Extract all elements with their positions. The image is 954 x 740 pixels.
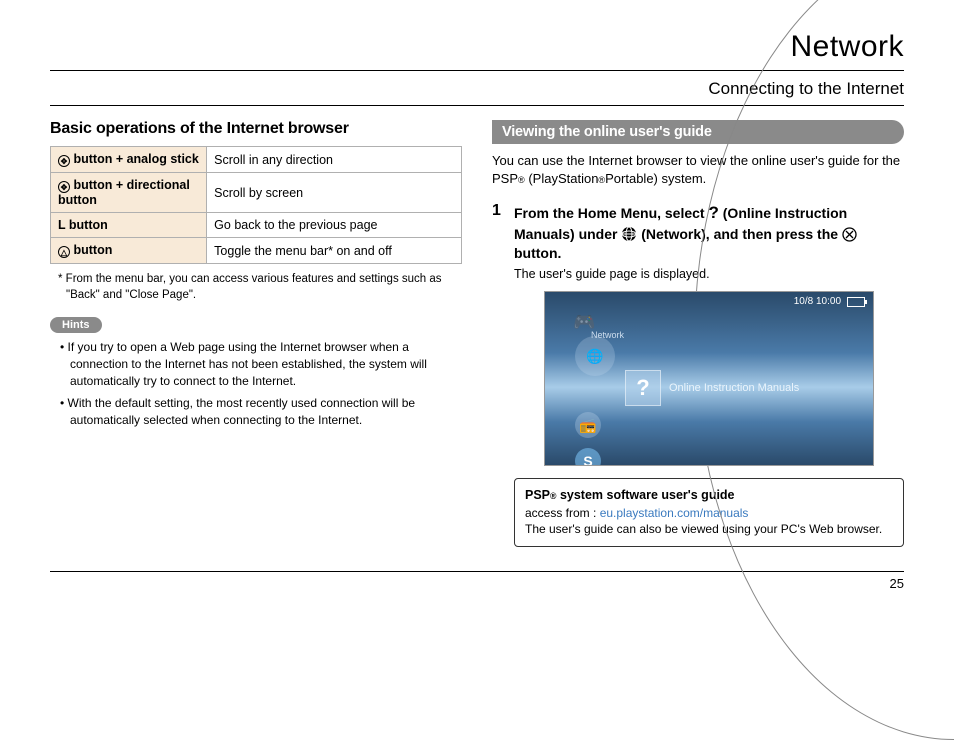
page-subtitle: Connecting to the Internet: [50, 75, 904, 105]
note-title-pre: PSP: [525, 488, 550, 502]
step-text: button.: [514, 245, 561, 261]
page-title: Network: [50, 30, 904, 70]
operations-table: ✥ button + analog stick Scroll in any di…: [50, 146, 462, 264]
note-url[interactable]: eu.playstation.com/manuals: [600, 506, 749, 520]
manual-page: Network Connecting to the Internet Basic…: [0, 0, 954, 677]
table-val: Scroll by screen: [207, 173, 462, 213]
reg-mark: ®: [518, 175, 525, 185]
right-section-heading: Viewing the online user's guide: [492, 120, 904, 144]
table-val: Go back to the previous page: [207, 213, 462, 238]
ss-network-label: Network: [591, 330, 624, 340]
ss-time: 10/8 10:00: [794, 296, 841, 307]
table-row: ✥ button + directional button Scroll by …: [51, 173, 462, 213]
intro-post: Portable) system.: [605, 171, 706, 186]
rss-icon: 📻: [575, 412, 601, 438]
note-title-post: system software user's guide: [556, 488, 734, 502]
table-row: L button Go back to the previous page: [51, 213, 462, 238]
hint-item: With the default setting, the most recen…: [60, 395, 462, 429]
table-footnote: * From the menu bar, you can access vari…: [58, 272, 462, 303]
battery-icon: [847, 297, 865, 307]
table-key: ✥ button + directional button: [51, 173, 207, 213]
intro-text: You can use the Internet browser to view…: [492, 152, 904, 188]
note-access-line: access from : eu.playstation.com/manuals: [525, 505, 893, 522]
ss-lower-icons: 📻 S: [575, 412, 601, 466]
key-text: button + directional button: [58, 178, 190, 207]
table-key: △ button: [51, 238, 207, 264]
right-column: Viewing the online user's guide You can …: [492, 120, 904, 553]
step-subtext: The user's guide page is displayed.: [514, 267, 904, 281]
question-box-icon: ?: [625, 370, 661, 406]
table-val: Toggle the menu bar* on and off: [207, 238, 462, 264]
key-text: button: [70, 243, 112, 257]
page-number: 25: [50, 576, 904, 591]
ss-statusbar: 10/8 10:00: [794, 296, 865, 307]
left-section-title: Basic operations of the Internet browser: [50, 120, 462, 138]
dpad-icon: ✥: [58, 155, 70, 167]
hints-label: Hints: [50, 317, 102, 333]
note-body: The user's guide can also be viewed usin…: [525, 521, 893, 538]
content-columns: Basic operations of the Internet browser…: [50, 120, 904, 553]
table-key: ✥ button + analog stick: [51, 147, 207, 173]
rule-bottom: [50, 571, 904, 572]
table-val: Scroll in any direction: [207, 147, 462, 173]
rule-top: [50, 70, 904, 71]
triangle-icon: △: [58, 246, 70, 258]
dpad-icon: ✥: [58, 181, 70, 193]
ss-selected-label: Online Instruction Manuals: [669, 382, 799, 394]
hint-item: If you try to open a Web page using the …: [60, 339, 462, 389]
psp-screenshot: 10/8 10:00 🎮 🌐 Network ? Online Instruct…: [544, 291, 874, 466]
step-text: From the Home Menu, select: [514, 205, 708, 221]
note-box: PSP® system software user's guide access…: [514, 478, 904, 547]
rule-sub: [50, 105, 904, 106]
step-number: 1: [492, 202, 506, 547]
globe-icon: 🌐: [575, 336, 615, 376]
step-body: From the Home Menu, select ? (Online Ins…: [514, 202, 904, 547]
step-row: 1 From the Home Menu, select ? (Online I…: [492, 202, 904, 547]
hints-list: If you try to open a Web page using the …: [50, 339, 462, 429]
x-button-icon: [842, 227, 857, 242]
step-text: (Network), and then press the: [637, 226, 842, 242]
left-column: Basic operations of the Internet browser…: [50, 120, 462, 553]
key-text: button + analog stick: [70, 152, 199, 166]
ss-vertical-icons: 🌐: [575, 336, 615, 376]
step-heading: From the Home Menu, select ? (Online Ins…: [514, 202, 904, 263]
question-icon: ?: [708, 203, 718, 222]
intro-mid: (PlayStation: [525, 171, 599, 186]
table-key: L button: [51, 213, 207, 238]
ss-selected-item: ? Online Instruction Manuals: [625, 370, 799, 406]
network-icon: [621, 226, 637, 242]
note-access-label: access from :: [525, 506, 600, 520]
note-title: PSP® system software user's guide: [525, 487, 893, 505]
table-row: ✥ button + analog stick Scroll in any di…: [51, 147, 462, 173]
skype-icon: S: [575, 448, 601, 466]
table-row: △ button Toggle the menu bar* on and off: [51, 238, 462, 264]
